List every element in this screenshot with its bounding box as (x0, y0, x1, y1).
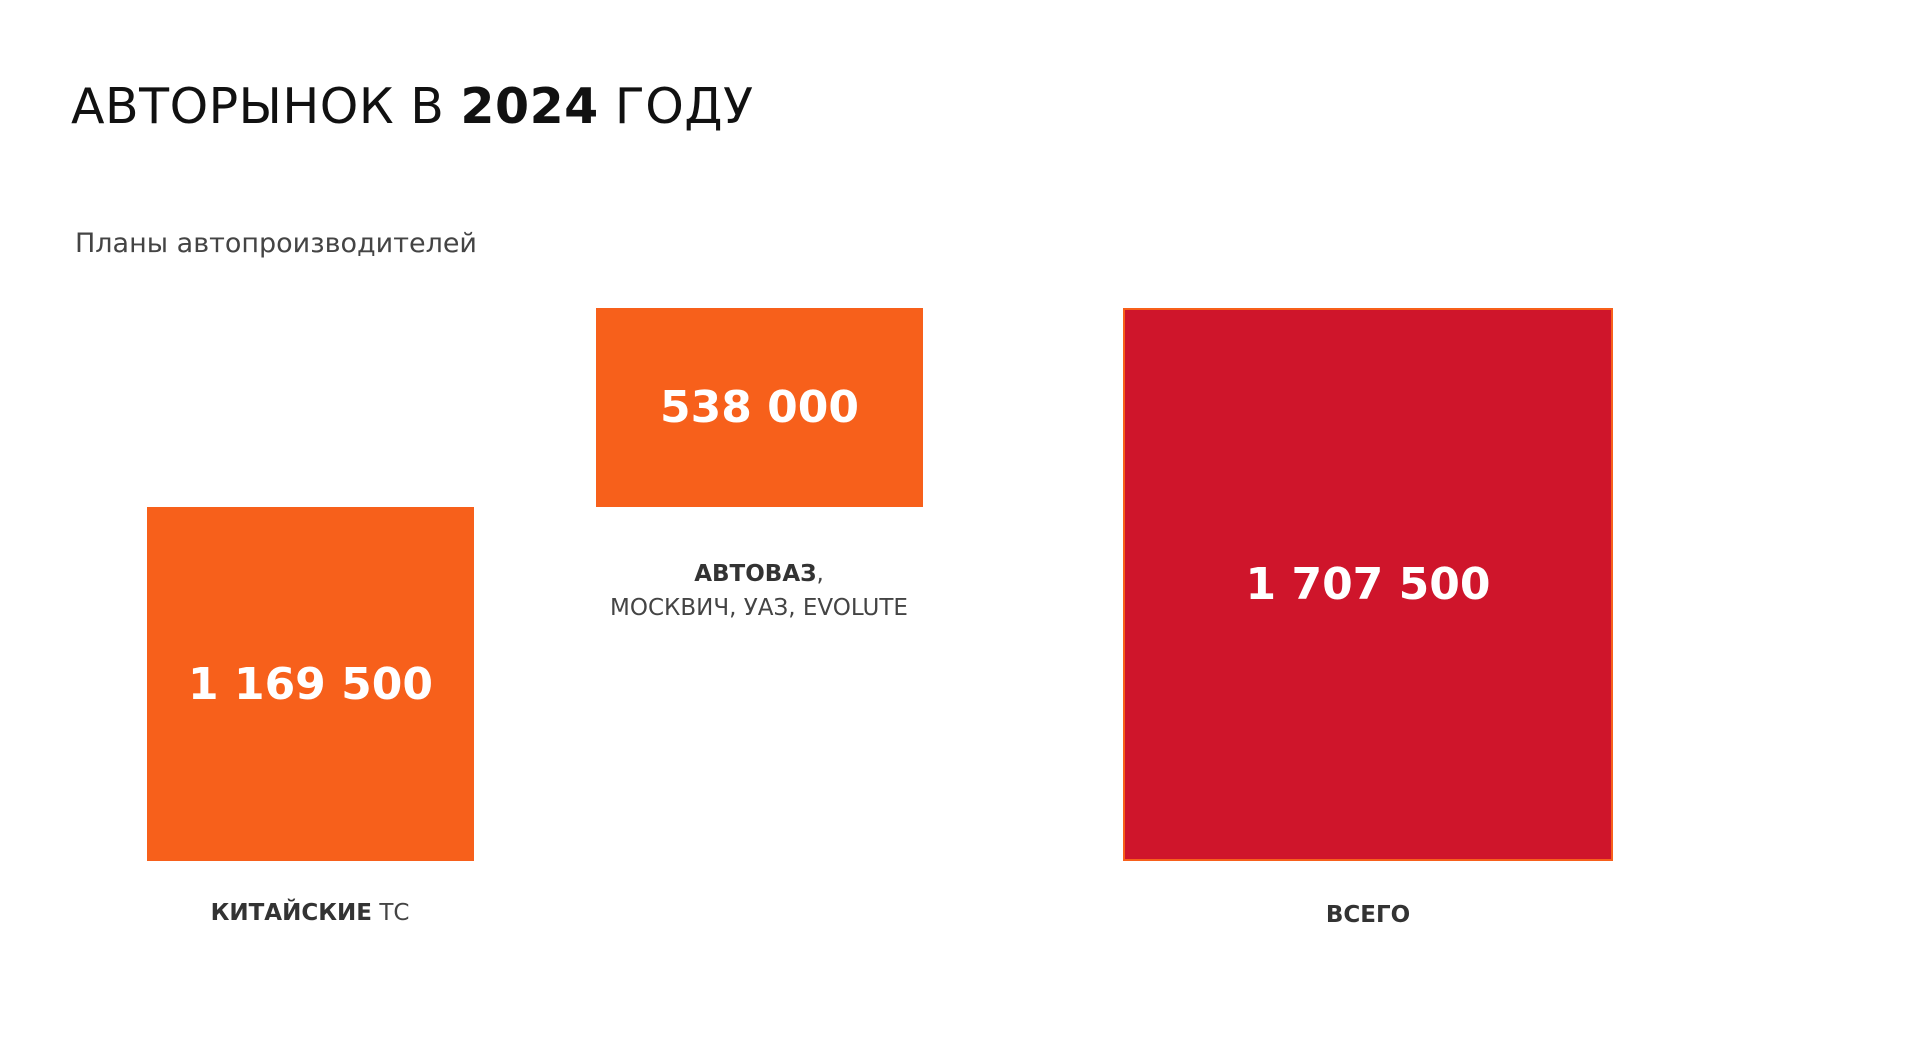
label-rest: ТС (379, 900, 410, 926)
label-rest: , (816, 561, 824, 587)
label-bold: КИТАЙСКИЕ (210, 900, 372, 926)
value-box: 1 169 500 (147, 507, 474, 861)
title: АВТОРЫНОК В 2024 ГОДУ (71, 78, 753, 135)
title-year: 2024 (460, 78, 599, 135)
label-bold: ВСЕГО (1325, 902, 1411, 928)
block-label: АВТОВАЗ, МОСКВИЧ, УАЗ, EVOLUTE (559, 557, 959, 625)
label-bold: АВТОВАЗ (694, 561, 817, 587)
value: 1 707 500 (1245, 559, 1491, 610)
value: 538 000 (659, 382, 859, 433)
value-box: 538 000 (596, 308, 923, 507)
label-line2: МОСКВИЧ, УАЗ, EVOLUTE (610, 595, 908, 621)
block-label: КИТАЙСКИЕ ТС (110, 896, 510, 930)
block-label: ВСЕГО (1168, 898, 1568, 932)
value: 1 169 500 (188, 658, 433, 710)
title-suffix: ГОДУ (614, 78, 754, 135)
title-prefix: АВТОРЫНОК В (71, 78, 445, 135)
subtitle: Планы автопроизводителей (75, 228, 477, 259)
total-box: 1 707 500 (1123, 308, 1613, 861)
